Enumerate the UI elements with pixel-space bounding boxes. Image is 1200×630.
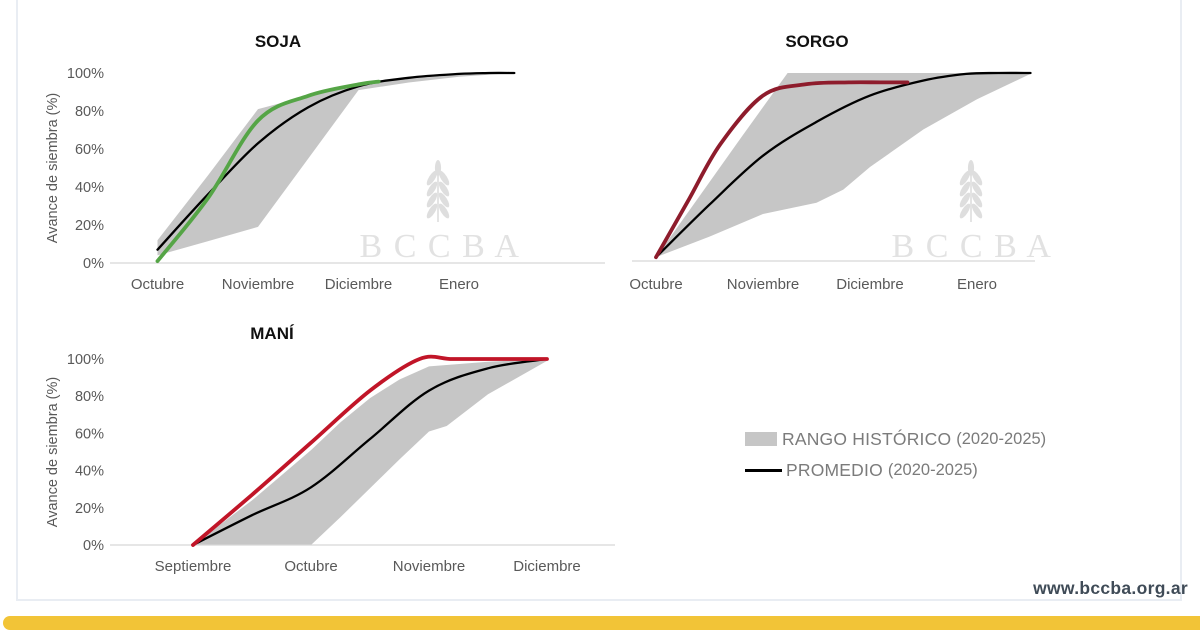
legend-average-years: (2020-2025) [887, 460, 978, 479]
soja-chart: B C C B A 100% 80% 60% 40% 20% 0% Avance de si… [45, 32, 605, 293]
historic-range-band [157, 73, 515, 256]
watermark-text: B C C B A [892, 228, 1053, 265]
current-season-line [191, 354, 549, 547]
average-line [654, 71, 1032, 259]
legend-range-label: RANGO HISTÓRICO [782, 428, 952, 449]
x-tick-label: Noviembre [393, 558, 466, 575]
y-tick-label: 100% [67, 352, 104, 368]
y-tick-label: 0% [83, 538, 104, 554]
x-tick-label: Octubre [629, 276, 682, 293]
y-tick-label: 40% [75, 464, 104, 480]
x-tick-label: Septiembre [155, 558, 232, 575]
sorgo-chart: B C C B A Octubre Noviembre Diciembre Enero… [629, 32, 1053, 293]
average-line-swatch [745, 468, 782, 472]
bottom-accent-bar [3, 616, 1200, 630]
x-tick-label: Diciembre [836, 276, 904, 293]
bccba-watermark: B C C B A [892, 160, 1053, 265]
y-tick-label: 80% [75, 104, 104, 120]
x-tick-label: Enero [957, 276, 997, 293]
y-tick-label: 40% [75, 180, 104, 196]
x-tick-label: Diciembre [325, 276, 393, 293]
legend-item-range: RANGO HISTÓRICO (2020-2025) [745, 428, 1075, 449]
wheat-icon [424, 160, 452, 222]
x-tick-label: Noviembre [727, 276, 800, 293]
historic-range-band [656, 73, 1031, 258]
y-tick-label: 80% [75, 389, 104, 405]
historic-range-band [193, 359, 547, 545]
legend-average-label: PROMEDIO [786, 459, 883, 480]
card-border-bottom [16, 599, 1182, 601]
y-tick-label: 20% [75, 501, 104, 517]
x-tick-label: Octubre [131, 276, 184, 293]
y-tick-label: 60% [75, 426, 104, 442]
current-season-line [654, 80, 910, 260]
card-border-right [1180, 0, 1182, 600]
range-band-swatch [745, 432, 777, 446]
y-axis-title: Avance de siembra (%) [45, 377, 61, 527]
legend: RANGO HISTÓRICO (2020-2025) PROMEDIO (20… [745, 428, 1075, 492]
current-season-line [155, 79, 381, 263]
legend-item-average: PROMEDIO (2020-2025) [745, 459, 1075, 480]
watermark-text: B C C B A [360, 228, 521, 265]
x-tick-label: Noviembre [222, 276, 295, 293]
mani-chart: 100% 80% 60% 40% 20% 0% Avance de siembra (%) S… [45, 324, 615, 575]
x-tick-label: Octubre [284, 558, 337, 575]
y-tick-label: 20% [75, 218, 104, 234]
bccba-watermark: B C C B A [360, 160, 521, 265]
chart-title: MANÍ [250, 324, 295, 343]
legend-range-years: (2020-2025) [956, 429, 1047, 448]
average-line [191, 357, 549, 547]
wheat-icon [957, 160, 985, 222]
chart-title: SOJA [255, 32, 301, 51]
x-tick-label: Diciembre [513, 558, 581, 575]
x-tick-label: Enero [439, 276, 479, 293]
chart-title: SORGO [785, 32, 848, 51]
card-border-left [16, 0, 18, 600]
y-tick-label: 60% [75, 142, 104, 158]
y-tick-label: 100% [67, 66, 104, 82]
y-axis-title: Avance de siembra (%) [45, 93, 61, 243]
website-url: www.bccba.org.ar [1033, 578, 1188, 598]
y-tick-label: 0% [83, 256, 104, 272]
